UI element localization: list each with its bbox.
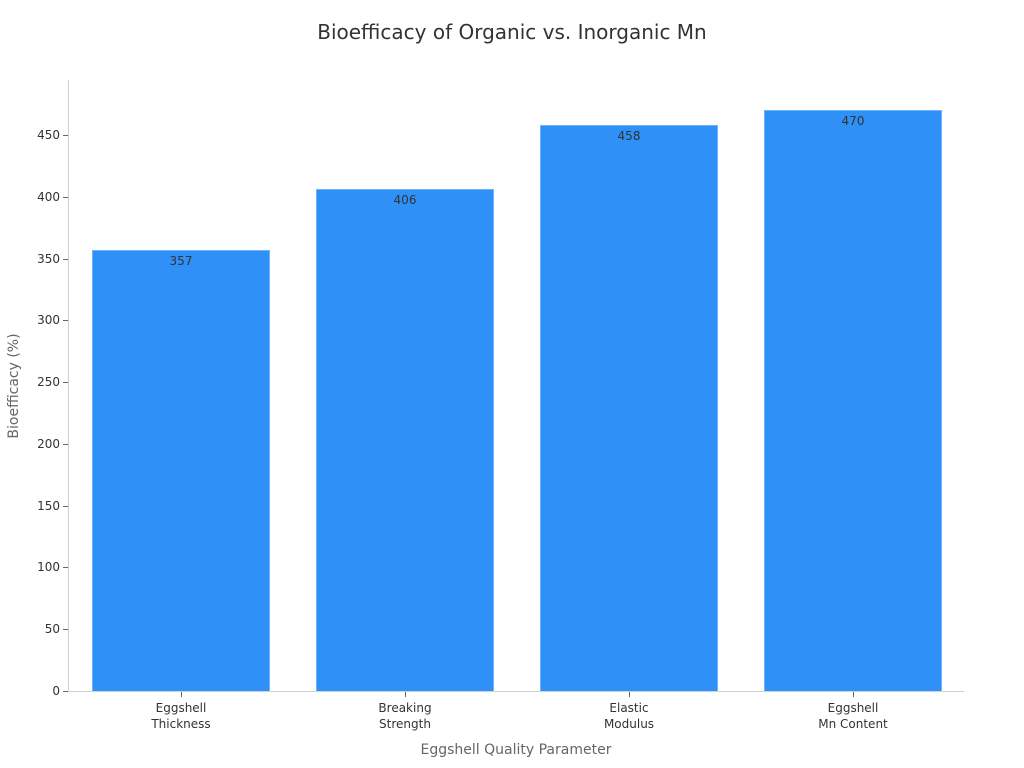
x-tick-mark [405, 692, 406, 697]
y-tick-mark [63, 196, 68, 198]
y-tick-mark [63, 691, 68, 692]
y-tick-label: 450 [37, 128, 60, 142]
y-tick: 100 [0, 560, 68, 574]
y-tick-mark [63, 629, 68, 631]
y-tick: 450 [0, 128, 68, 142]
y-tick-label: 0 [52, 684, 60, 698]
bar[interactable]: 458 [540, 125, 718, 691]
y-tick: 50 [0, 622, 68, 636]
x-tick-mark [181, 692, 182, 697]
x-tick-mark [853, 692, 854, 697]
bar-value-label: 406 [393, 193, 417, 208]
x-tick-mark [629, 692, 630, 697]
y-axis-line [68, 80, 69, 692]
y-tick-label: 300 [37, 313, 60, 328]
bar[interactable]: 357 [92, 249, 270, 691]
x-tick-label: Breaking Strength [378, 701, 432, 731]
y-tick: 250 [0, 375, 68, 389]
y-tick-mark [63, 135, 68, 136]
bar[interactable]: 470 [764, 110, 942, 691]
chart-title: Bioefficacy of Organic vs. Inorganic Mn [317, 20, 707, 44]
y-tick-label: 400 [37, 189, 60, 204]
y-tick-label: 100 [37, 560, 60, 575]
y-tick-label: 350 [37, 251, 60, 266]
y-tick-label: 50 [44, 622, 60, 637]
y-tick-mark [63, 443, 68, 445]
bar-value-label: 357 [169, 253, 193, 268]
bar[interactable]: 406 [316, 189, 494, 691]
y-tick: 150 [0, 499, 68, 513]
y-tick-mark [63, 320, 68, 322]
x-axis-label: Eggshell Quality Parameter [420, 742, 612, 758]
y-tick-mark [63, 567, 68, 569]
x-tick-label: Elastic Modulus [603, 701, 655, 731]
y-tick-mark [63, 382, 68, 384]
x-axis-line [68, 691, 964, 692]
y-tick-label: 200 [37, 436, 60, 451]
bar-value-label: 470 [841, 114, 865, 129]
y-tick-mark [63, 258, 68, 260]
y-tick-label: 250 [37, 375, 60, 390]
y-tick: 350 [0, 252, 68, 266]
y-tick-mark [63, 505, 68, 507]
bar-value-label: 458 [617, 129, 641, 144]
x-tick-label: Eggshell Thickness [151, 701, 211, 731]
y-tick-label: 150 [37, 498, 60, 513]
x-tick-label: Eggshell Mn Content [818, 701, 888, 731]
y-tick: 0 [0, 684, 68, 698]
y-tick: 400 [0, 190, 68, 204]
y-tick: 300 [0, 313, 68, 327]
y-tick: 200 [0, 437, 68, 451]
